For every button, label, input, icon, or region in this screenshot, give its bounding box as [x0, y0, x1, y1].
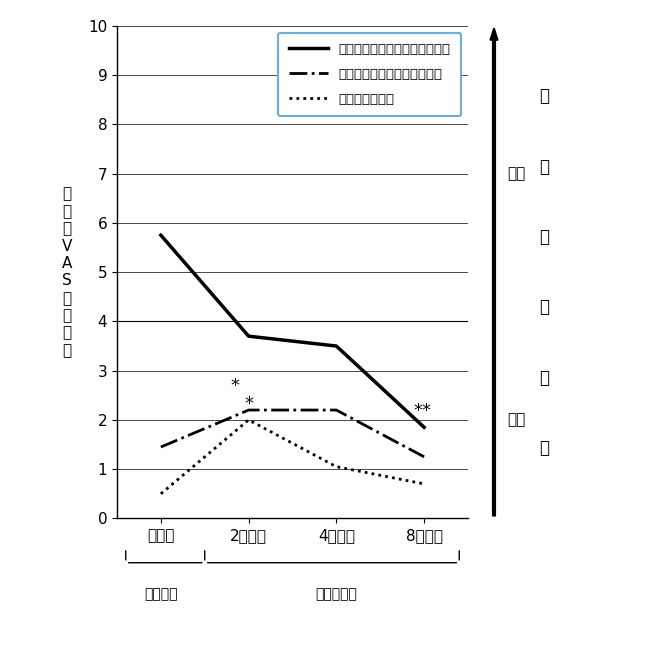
Text: *: * — [231, 377, 240, 395]
Text: 有り: 有り — [507, 166, 525, 181]
Legend: ：透析当日＋煑日疲労感有り群, ：透析当日のみ疲労感有り群, ：疲労感無し群: ：透析当日＋煑日疲労感有り群, ：透析当日のみ疲労感有り群, ：疲労感無し群 — [278, 32, 462, 117]
Text: 実: 実 — [540, 87, 549, 105]
Y-axis label: 疲
労
感
V
A
S
ス
ケ
ー
ル: 疲 労 感 V A S ス ケ ー ル — [62, 187, 72, 358]
Text: 労: 労 — [540, 369, 549, 387]
Text: 電解水透析: 電解水透析 — [315, 587, 358, 601]
Text: 的: 的 — [540, 228, 549, 246]
Text: 質: 質 — [540, 157, 549, 176]
Text: *: * — [244, 395, 253, 413]
Text: 無し: 無し — [507, 412, 525, 428]
Text: 通常透析: 通常透析 — [144, 587, 177, 601]
Text: 感: 感 — [540, 439, 549, 457]
Text: 疲: 疲 — [540, 298, 549, 316]
Text: **: ** — [413, 402, 432, 420]
